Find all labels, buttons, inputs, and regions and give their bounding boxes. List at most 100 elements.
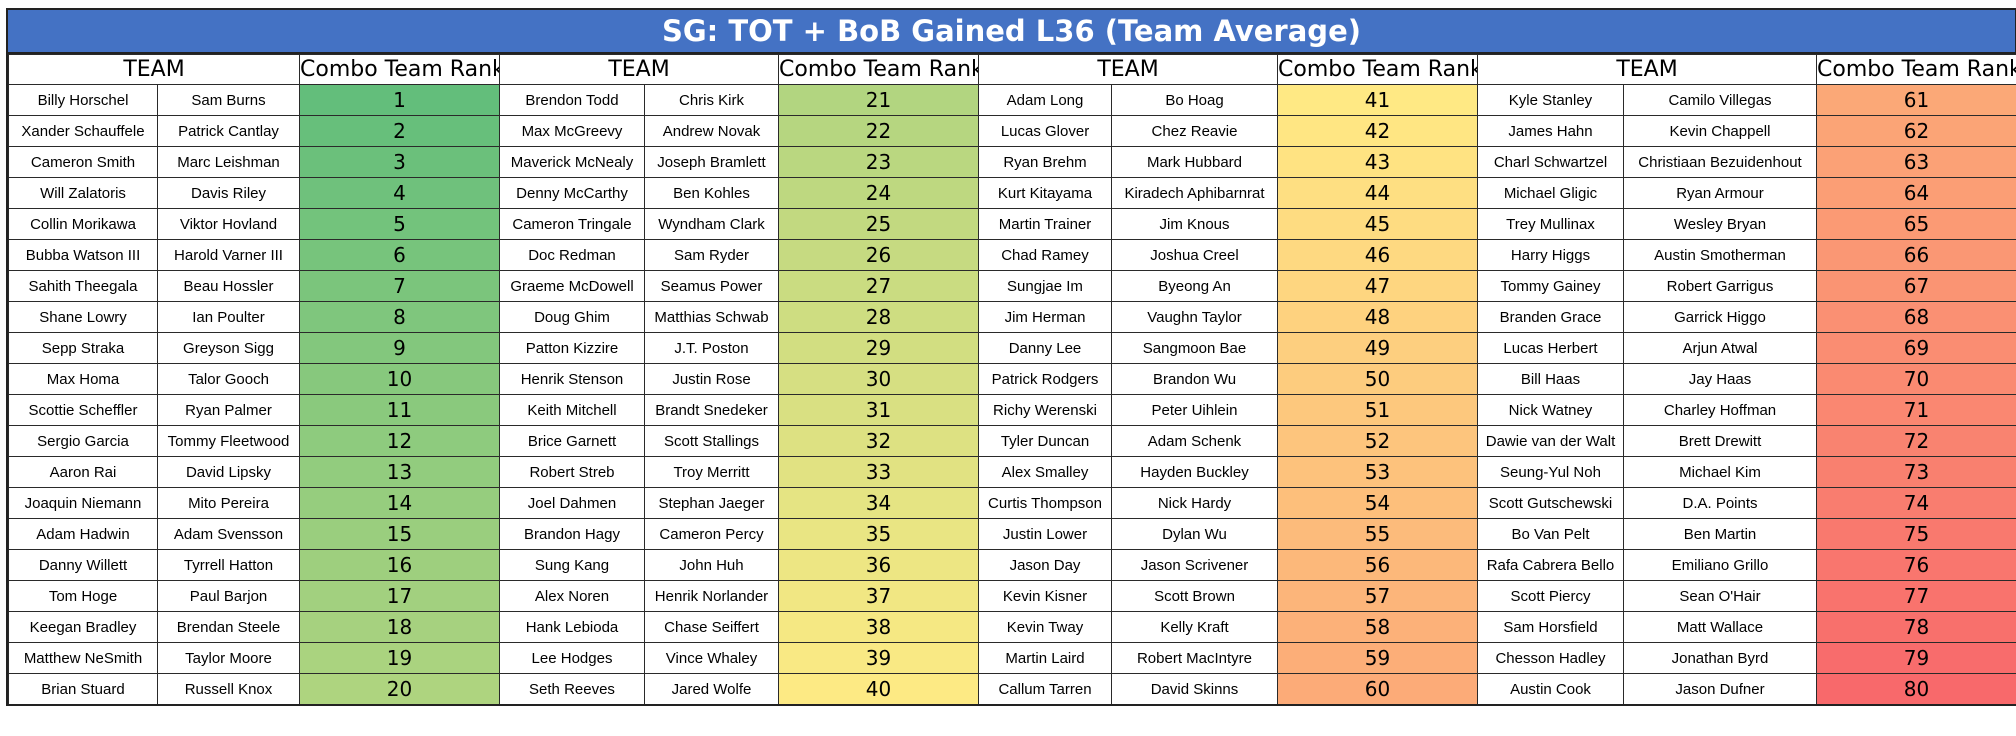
player-2-cell: Greyson Sigg <box>157 332 300 364</box>
player-1-cell: Kevin Kisner <box>978 580 1112 612</box>
player-2-cell: Cameron Percy <box>644 518 779 550</box>
player-1-cell: Doug Ghim <box>499 301 645 333</box>
player-2-cell: Tommy Fleetwood <box>157 425 300 457</box>
player-2-cell: Hayden Buckley <box>1111 456 1278 488</box>
rank-cell: 46 <box>1277 239 1478 271</box>
rank-cell: 73 <box>1816 456 2016 488</box>
player-1-cell: Aaron Rai <box>8 456 158 488</box>
rank-cell: 36 <box>778 549 979 581</box>
rank-header: Combo Team Rank <box>1277 54 1478 85</box>
rank-cell: 43 <box>1277 146 1478 178</box>
player-2-cell: Viktor Hovland <box>157 208 300 240</box>
player-1-cell: Nick Watney <box>1477 394 1624 426</box>
rank-cell: 53 <box>1277 456 1478 488</box>
player-1-cell: Sergio Garcia <box>8 425 158 457</box>
rank-cell: 2 <box>299 115 500 147</box>
rank-cell: 34 <box>778 487 979 519</box>
player-2-cell: Brett Drewitt <box>1623 425 1817 457</box>
rank-header: Combo Team Rank <box>1816 54 2016 85</box>
rank-cell: 71 <box>1816 394 2016 426</box>
rank-cell: 13 <box>299 456 500 488</box>
player-1-cell: Scottie Scheffler <box>8 394 158 426</box>
player-1-cell: Keith Mitchell <box>499 394 645 426</box>
player-1-cell: Curtis Thompson <box>978 487 1112 519</box>
player-1-cell: Kevin Tway <box>978 611 1112 643</box>
player-1-cell: Lee Hodges <box>499 642 645 674</box>
player-2-cell: Adam Schenk <box>1111 425 1278 457</box>
player-2-cell: Scott Brown <box>1111 580 1278 612</box>
player-1-cell: Max McGreevy <box>499 115 645 147</box>
table-row: Adam Hadwin Adam Svensson 15 Brandon Hagy Ca… <box>8 518 2016 550</box>
sheet-title: SG: TOT + BoB Gained L36 (Team Average) <box>8 10 2015 54</box>
rank-cell: 48 <box>1277 301 1478 333</box>
player-2-cell: Wyndham Clark <box>644 208 779 240</box>
player-2-cell: Jay Haas <box>1623 363 1817 395</box>
rank-cell: 56 <box>1277 549 1478 581</box>
table-row: Tom Hoge Paul Barjon 17 Alex Noren Henrik No… <box>8 580 2016 612</box>
player-1-cell: Sam Horsfield <box>1477 611 1624 643</box>
rank-cell: 65 <box>1816 208 2016 240</box>
player-1-cell: Kurt Kitayama <box>978 177 1112 209</box>
player-2-cell: Sam Ryder <box>644 239 779 271</box>
player-2-cell: Arjun Atwal <box>1623 332 1817 364</box>
player-2-cell: Garrick Higgo <box>1623 301 1817 333</box>
rank-cell: 58 <box>1277 611 1478 643</box>
player-1-cell: Matthew NeSmith <box>8 642 158 674</box>
rankings-sheet: SG: TOT + BoB Gained L36 (Team Average) … <box>6 8 2016 706</box>
rank-cell: 16 <box>299 549 500 581</box>
rank-cell: 61 <box>1816 84 2016 116</box>
player-1-cell: Dawie van der Walt <box>1477 425 1624 457</box>
player-2-cell: Nick Hardy <box>1111 487 1278 519</box>
player-1-cell: Rafa Cabrera Bello <box>1477 549 1624 581</box>
player-1-cell: Maverick McNealy <box>499 146 645 178</box>
player-2-cell: Chase Seiffert <box>644 611 779 643</box>
rank-cell: 21 <box>778 84 979 116</box>
rankings-body: Billy Horschel Sam Burns 1 Brendon Todd Chri… <box>8 84 2016 704</box>
rank-cell: 5 <box>299 208 500 240</box>
player-1-cell: Will Zalatoris <box>8 177 158 209</box>
player-2-cell: Joseph Bramlett <box>644 146 779 178</box>
player-1-cell: Brandon Hagy <box>499 518 645 550</box>
rank-cell: 4 <box>299 177 500 209</box>
player-2-cell: David Skinns <box>1111 673 1278 704</box>
player-2-cell: Henrik Norlander <box>644 580 779 612</box>
player-2-cell: Sam Burns <box>157 84 300 116</box>
player-2-cell: Tyrrell Hatton <box>157 549 300 581</box>
rank-cell: 64 <box>1816 177 2016 209</box>
player-1-cell: Xander Schauffele <box>8 115 158 147</box>
rank-cell: 57 <box>1277 580 1478 612</box>
rank-cell: 49 <box>1277 332 1478 364</box>
table-row: Danny Willett Tyrrell Hatton 16 Sung Kang Jo… <box>8 549 2016 581</box>
player-2-cell: Matthias Schwab <box>644 301 779 333</box>
player-2-cell: David Lipsky <box>157 456 300 488</box>
player-1-cell: Harry Higgs <box>1477 239 1624 271</box>
player-1-cell: Austin Cook <box>1477 673 1624 704</box>
player-1-cell: Richy Werenski <box>978 394 1112 426</box>
player-1-cell: Shane Lowry <box>8 301 158 333</box>
player-1-cell: Kyle Stanley <box>1477 84 1624 116</box>
header-row: TEAM Combo Team Rank TEAM Combo Team Ran… <box>8 54 2016 85</box>
table-row: Bubba Watson III Harold Varner III 6 Doc Re… <box>8 239 2016 271</box>
player-2-cell: Byeong An <box>1111 270 1278 302</box>
player-1-cell: Tommy Gainey <box>1477 270 1624 302</box>
player-2-cell: Vaughn Taylor <box>1111 301 1278 333</box>
player-1-cell: Adam Long <box>978 84 1112 116</box>
player-2-cell: Harold Varner III <box>157 239 300 271</box>
player-1-cell: Henrik Stenson <box>499 363 645 395</box>
player-2-cell: Scott Stallings <box>644 425 779 457</box>
player-1-cell: Justin Lower <box>978 518 1112 550</box>
rank-cell: 69 <box>1816 332 2016 364</box>
rank-cell: 52 <box>1277 425 1478 457</box>
rank-cell: 66 <box>1816 239 2016 271</box>
rank-cell: 29 <box>778 332 979 364</box>
player-2-cell: Jason Scrivener <box>1111 549 1278 581</box>
player-1-cell: Hank Lebioda <box>499 611 645 643</box>
player-2-cell: Jason Dufner <box>1623 673 1817 704</box>
player-2-cell: Mito Pereira <box>157 487 300 519</box>
player-1-cell: Doc Redman <box>499 239 645 271</box>
player-2-cell: Michael Kim <box>1623 456 1817 488</box>
player-2-cell: Paul Barjon <box>157 580 300 612</box>
player-2-cell: J.T. Poston <box>644 332 779 364</box>
player-1-cell: Denny McCarthy <box>499 177 645 209</box>
rank-cell: 47 <box>1277 270 1478 302</box>
